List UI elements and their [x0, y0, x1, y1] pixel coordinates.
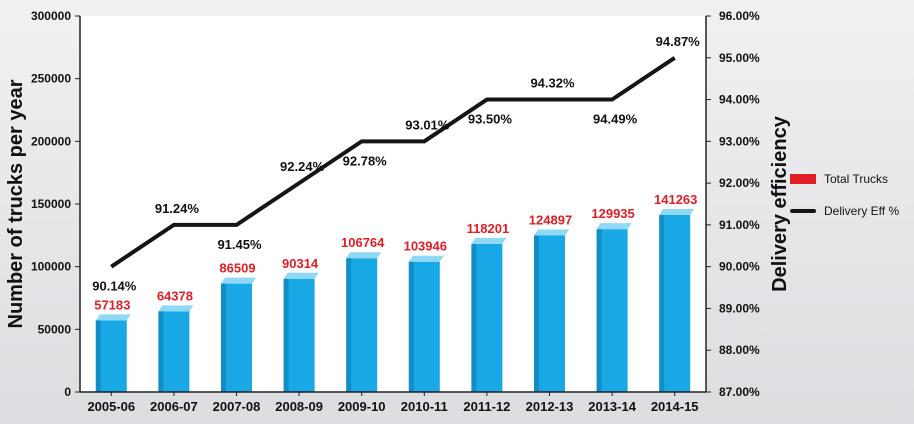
y2-tick-label: 93.00%: [719, 134, 760, 148]
line-value-label: 92.24%: [280, 159, 325, 174]
y-tick-label: 200000: [31, 134, 71, 148]
line-value-label: 91.24%: [155, 201, 200, 216]
bar-side: [534, 235, 539, 392]
y2-tick-label: 90.00%: [719, 260, 760, 274]
bar-value-label: 90314: [282, 256, 319, 271]
x-tick-label: 2013-14: [588, 399, 636, 414]
bar-value-label: 103946: [404, 239, 447, 254]
x-tick-label: 2009-10: [338, 399, 386, 414]
bar-top: [659, 208, 695, 215]
y2-tick-label: 96.00%: [719, 9, 760, 23]
y2-tick-label: 92.00%: [719, 176, 760, 190]
bar-top: [534, 229, 569, 236]
x-tick-label: 2011-12: [463, 399, 510, 414]
y-tick-label: 100000: [31, 260, 71, 274]
y2-tick-label: 94.00%: [719, 93, 760, 107]
x-tick-label: 2008-09: [275, 399, 323, 414]
line-value-label: 93.50%: [468, 112, 513, 127]
bar: [534, 235, 565, 392]
bar-value-label: 118201: [467, 221, 510, 236]
bar-side: [659, 214, 665, 392]
y-tick-label: 250000: [31, 72, 71, 86]
bar: [408, 261, 440, 392]
x-tick-label: 2007-08: [213, 399, 261, 414]
legend-label-total-trucks: Total Trucks: [824, 172, 889, 186]
bar-side: [408, 261, 414, 392]
efficiency-line: [110, 56, 676, 269]
bar: [346, 258, 378, 392]
line-value-label: 94.87%: [656, 34, 701, 49]
x-tick-label: 2014-15: [651, 399, 699, 414]
bar-side: [158, 311, 164, 392]
bar-top: [283, 272, 319, 279]
bar: [158, 311, 190, 392]
x-tick-label: 2012-13: [526, 399, 574, 414]
bar-value-label: 86509: [219, 261, 255, 276]
line-value-label: 90.14%: [92, 279, 137, 294]
bar-side: [596, 229, 602, 392]
legend-swatch-bar: [790, 174, 816, 184]
x-tick-label: 2006-07: [150, 399, 198, 414]
y-tick-label: 300000: [31, 9, 71, 23]
y2-tick-label: 91.00%: [719, 218, 760, 232]
bar: [596, 229, 628, 392]
line-value-label: 93.01%: [405, 117, 450, 132]
x-tick-label: 2010-11: [401, 399, 448, 414]
legend-swatch-line: [790, 209, 816, 213]
bar-top: [471, 237, 507, 244]
legend-item-delivery-eff: Delivery Eff %: [790, 202, 899, 220]
legend-item-total-trucks: Total Trucks: [790, 170, 899, 188]
y2-tick-label: 95.00%: [719, 51, 760, 65]
y2-tick-label: 88.00%: [719, 343, 760, 357]
legend: Total Trucks Delivery Eff %: [790, 170, 899, 234]
line-value-label: 92.78%: [343, 153, 388, 168]
y2-tick-label: 87.00%: [719, 385, 760, 399]
bar-value-label: 141263: [654, 192, 697, 207]
bar-value-label: 129935: [591, 206, 634, 221]
y2-axis-title: Delivery efficiency: [769, 115, 791, 292]
bar-top: [158, 305, 194, 312]
bar: [95, 320, 127, 392]
y-tick-label: 0: [64, 385, 71, 399]
bar-side: [346, 258, 352, 392]
y2-tick-label: 89.00%: [719, 301, 760, 315]
x-tick-label: 2005-06: [87, 399, 135, 414]
bar-top: [221, 277, 256, 284]
bar: [221, 283, 252, 392]
legend-label-delivery-eff: Delivery Eff %: [824, 204, 900, 218]
bar-value-label: 106764: [341, 235, 385, 250]
bar: [471, 243, 503, 392]
bar-side: [471, 243, 477, 392]
line-value-label: 91.45%: [217, 237, 262, 252]
y-axis-title: Number of trucks per year: [5, 79, 27, 328]
bar: [659, 214, 691, 392]
bar-side: [95, 320, 101, 392]
line-value-label: 94.32%: [530, 76, 575, 91]
line-value-label: 94.49%: [593, 112, 638, 127]
bar-top: [346, 252, 382, 259]
bar: [283, 278, 315, 392]
bar-top: [95, 314, 131, 321]
y-tick-label: 150000: [31, 197, 71, 211]
bar-top: [408, 255, 444, 262]
bar-value-label: 64378: [157, 288, 193, 303]
bar-value-label: 124897: [529, 212, 572, 227]
bar-value-label: 57183: [94, 297, 130, 312]
bar-top: [596, 223, 632, 230]
bar-side: [283, 278, 289, 392]
bar-side: [221, 283, 226, 392]
y-tick-label: 50000: [38, 322, 72, 336]
